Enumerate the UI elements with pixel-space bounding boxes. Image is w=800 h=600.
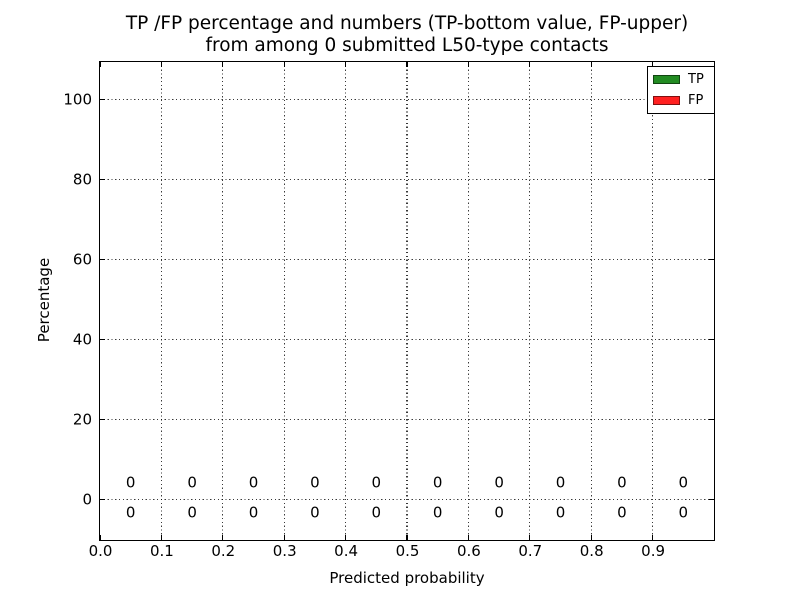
x-gridline — [160, 62, 162, 540]
x-tick-label: 0.5 — [395, 542, 420, 560]
legend-entry: TP — [653, 71, 714, 88]
x-axis-label: Predicted probability — [329, 569, 485, 587]
tp-count-label: 0 — [371, 503, 382, 522]
tp-count-label: 0 — [187, 503, 197, 522]
y-tick-label: 20 — [72, 410, 92, 429]
y-tick-label: 0 — [82, 490, 92, 509]
x-tick-top — [406, 62, 408, 67]
legend-swatch-fp-icon — [653, 96, 680, 105]
x-tick-bottom — [344, 535, 347, 540]
fp-count-label: 0 — [494, 473, 504, 492]
y-gridline — [100, 339, 714, 341]
x-gridline — [529, 62, 531, 540]
fp-count-label: 0 — [432, 473, 443, 492]
tp-count-label: 0 — [494, 503, 504, 522]
fp-count-label: 0 — [555, 473, 566, 492]
x-tick-bottom — [406, 535, 408, 540]
y-axis-tick-labels: 0 20 40 60 80 100 — [0, 63, 92, 540]
legend-entry: FP — [653, 92, 714, 109]
tp-count-label: 0 — [678, 503, 689, 522]
x-gridline — [283, 62, 285, 540]
tp-count-label: 0 — [248, 503, 259, 522]
tp-count-label: 0 — [125, 503, 136, 522]
chart-title: TP /FP percentage and numbers (TP-bottom… — [100, 13, 714, 57]
x-tick-top — [529, 62, 531, 67]
x-tick-label: 0.2 — [211, 542, 236, 560]
y-gridline — [100, 99, 714, 101]
plot-area: 0 0 0 0 0 0 0 0 0 0 0 0 0 0 0 0 0 0 0 0 — [99, 61, 715, 541]
x-tick-top — [222, 62, 224, 67]
x-tick-label: 0.6 — [456, 542, 481, 560]
fp-count-label: 0 — [248, 473, 259, 492]
x-gridline — [222, 62, 224, 540]
y-tick-left — [100, 418, 105, 421]
y-tick-label: 100 — [63, 90, 92, 109]
y-gridline — [100, 179, 714, 181]
x-tick-bottom — [590, 535, 592, 540]
x-gridline — [467, 62, 469, 540]
x-tick-label: 0.8 — [579, 542, 604, 560]
y-gridline — [100, 259, 714, 261]
y-tick-right — [709, 338, 714, 341]
x-tick-label: 0.1 — [149, 542, 174, 560]
legend-label: TP — [688, 72, 704, 87]
y-gridline — [100, 419, 714, 421]
chart-title-line1: TP /FP percentage and numbers (TP-bottom… — [125, 13, 689, 34]
fp-count-label: 0 — [310, 473, 320, 492]
x-tick-bottom — [467, 535, 470, 540]
x-gridline — [652, 62, 654, 540]
x-tick-label: 0.0 — [88, 542, 113, 560]
x-tick-bottom — [160, 535, 163, 540]
x-tick-top — [651, 62, 654, 67]
x-tick-label: 0.4 — [334, 542, 359, 560]
fp-count-label: 0 — [187, 473, 197, 492]
fp-count-label: 0 — [617, 473, 627, 492]
y-tick-left — [100, 338, 105, 341]
x-tick-top — [283, 62, 285, 67]
x-tick-label: 0.9 — [641, 542, 666, 560]
y-tick-left — [100, 98, 105, 101]
tp-count-label: 0 — [617, 503, 627, 522]
x-tick-top — [99, 62, 101, 67]
tp-count-label: 0 — [555, 503, 566, 522]
x-tick-bottom — [651, 535, 654, 540]
x-tick-top — [160, 62, 163, 67]
y-tick-left — [100, 178, 105, 181]
y-tick-right — [709, 178, 714, 181]
y-tick-right — [709, 498, 714, 501]
y-tick-label: 40 — [72, 330, 92, 349]
x-gridline — [345, 62, 347, 540]
tp-count-label: 0 — [310, 503, 320, 522]
x-tick-bottom — [283, 535, 285, 540]
y-tick-left — [100, 498, 105, 501]
y-tick-label: 80 — [72, 170, 92, 189]
fp-count-label: 0 — [125, 473, 136, 492]
x-tick-bottom — [222, 535, 224, 540]
fp-count-label: 0 — [371, 473, 382, 492]
x-tick-bottom — [529, 535, 531, 540]
x-tick-label: 0.7 — [518, 542, 543, 560]
tp-count-label: 0 — [432, 503, 443, 522]
x-tick-top — [590, 62, 592, 67]
x-axis-tick-labels: 0.0 0.1 0.2 0.3 0.4 0.5 0.6 0.7 0.8 0.9 — [89, 542, 714, 563]
legend: TP FP — [647, 66, 715, 114]
x-tick-bottom — [99, 535, 101, 540]
y-tick-left — [100, 258, 105, 261]
fp-count-label: 0 — [678, 473, 689, 492]
legend-label: FP — [688, 93, 704, 108]
y-gridline — [100, 499, 714, 501]
x-gridline — [406, 62, 408, 540]
y-tick-right — [709, 258, 714, 261]
chart-title-line2: from among 0 submitted L50-type contacts — [205, 35, 609, 56]
y-tick-label: 60 — [72, 250, 92, 269]
x-tick-label: 0.3 — [272, 542, 297, 560]
x-gridline — [590, 62, 592, 540]
x-tick-top — [467, 62, 470, 67]
x-tick-top — [344, 62, 347, 67]
legend-swatch-tp-icon — [653, 75, 680, 84]
y-tick-right — [709, 418, 714, 421]
